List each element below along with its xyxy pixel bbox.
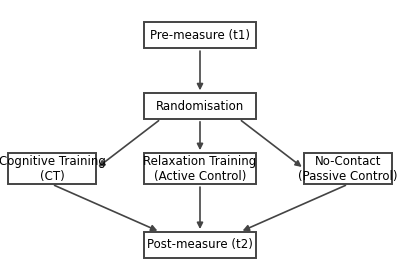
FancyBboxPatch shape [144, 93, 256, 119]
Text: Cognitive Training
(CT): Cognitive Training (CT) [0, 155, 106, 183]
FancyBboxPatch shape [8, 153, 96, 184]
Text: Post-measure (t2): Post-measure (t2) [147, 238, 253, 251]
Text: No-Contact
(Passive Control): No-Contact (Passive Control) [298, 155, 398, 183]
FancyBboxPatch shape [144, 153, 256, 184]
FancyBboxPatch shape [144, 232, 256, 258]
Text: Randomisation: Randomisation [156, 100, 244, 113]
Text: Pre-measure (t1): Pre-measure (t1) [150, 29, 250, 42]
Text: Relaxation Training
(Active Control): Relaxation Training (Active Control) [143, 155, 257, 183]
FancyBboxPatch shape [144, 23, 256, 48]
FancyBboxPatch shape [304, 153, 392, 184]
